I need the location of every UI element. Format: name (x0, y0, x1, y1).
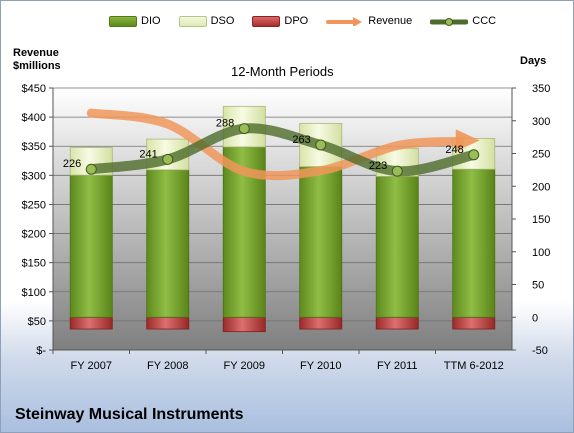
left-tick-label: $150 (22, 258, 46, 270)
left-tick-label: $450 (22, 83, 46, 95)
right-tick-label: 50 (532, 280, 544, 292)
x-tick-label: FY 2009 (224, 360, 265, 372)
right-axis-title: Days (520, 55, 547, 67)
ccc-data-label: 248 (445, 144, 463, 156)
right-tick-label: 100 (532, 247, 550, 259)
bar-dio (146, 169, 190, 318)
legend-swatch-dio (109, 15, 137, 27)
bar-dpo (222, 316, 266, 333)
legend-label-dso: DSO (210, 15, 235, 27)
bar-dpo (146, 316, 190, 330)
bar-dio (299, 166, 343, 318)
ccc-marker (238, 123, 250, 135)
left-tick-label: $250 (22, 199, 46, 211)
legend-item-dio: DIO (109, 15, 161, 27)
left-tick-label: $50 (28, 316, 46, 328)
x-tick-label: FY 2010 (300, 360, 341, 372)
left-tick-label: $400 (22, 112, 46, 124)
revenue-line (86, 108, 465, 181)
legend-label-revenue: Revenue (368, 15, 413, 27)
ccc-marker (85, 163, 97, 175)
legend-marker-line-icon (430, 18, 469, 26)
bar-dio (452, 168, 496, 318)
ccc-data-label: 223 (369, 160, 387, 172)
left-axis-title: Revenue $millions (13, 47, 61, 73)
left-tick-label: $300 (22, 170, 46, 182)
left-axis-title-line2: $millions (13, 60, 61, 72)
ccc-marker (468, 149, 480, 161)
ccc-data-label: 263 (292, 134, 310, 146)
bar-dpo (69, 316, 113, 330)
legend: DIO DSO DPO Revenue CCC (109, 15, 514, 27)
right-tick-label: 250 (532, 149, 550, 161)
bar-dpo (299, 316, 343, 330)
bar-dpo (375, 316, 419, 330)
legend-item-dso: DSO (178, 15, 235, 27)
company-name: Steinway Musical Instruments (15, 406, 244, 423)
right-tick-label: -50 (532, 345, 548, 357)
ccc-marker (315, 139, 327, 151)
bar-dio (69, 174, 113, 318)
right-tick-label: 350 (532, 83, 550, 95)
x-tick-label: FY 2007 (71, 360, 112, 372)
legend-arrow-icon (326, 17, 363, 26)
ccc-data-label: 241 (139, 148, 157, 160)
right-tick-label: 300 (532, 116, 550, 128)
left-tick-label: $350 (22, 141, 46, 153)
ccc-data-label: 226 (63, 158, 81, 170)
left-tick-label: $200 (22, 229, 46, 241)
right-tick-label: 0 (532, 312, 538, 324)
x-tick-label: FY 2008 (147, 360, 188, 372)
legend-item-ccc: CCC (430, 15, 496, 27)
bar-dio (375, 176, 419, 318)
legend-label-dio: DIO (141, 15, 161, 27)
plot-area (53, 88, 512, 350)
bar-dpo (452, 316, 496, 330)
ccc-marker (391, 165, 403, 177)
left-tick-label: $100 (22, 287, 46, 299)
legend-item-dpo: DPO (252, 15, 308, 27)
left-axis-title-line1: Revenue (13, 47, 59, 59)
right-tick-label: 200 (532, 181, 550, 193)
legend-swatch-dpo (252, 15, 281, 27)
legend-label-ccc: CCC (472, 15, 497, 27)
right-tick-label: 150 (532, 214, 550, 226)
revenue-arrowhead (455, 129, 480, 152)
x-tick-label: TTM 6-2012 (444, 360, 504, 372)
x-tick-label: FY 2011 (377, 360, 418, 372)
chart-title: 12-Month Periods (231, 64, 334, 79)
legend-swatch-dso (178, 15, 207, 27)
ccc-data-label: 288 (216, 118, 234, 130)
legend-item-revenue: Revenue (326, 15, 412, 27)
left-tick-label: $- (36, 345, 46, 357)
ccc-marker (162, 153, 174, 165)
legend-label-dpo: DPO (284, 15, 309, 27)
